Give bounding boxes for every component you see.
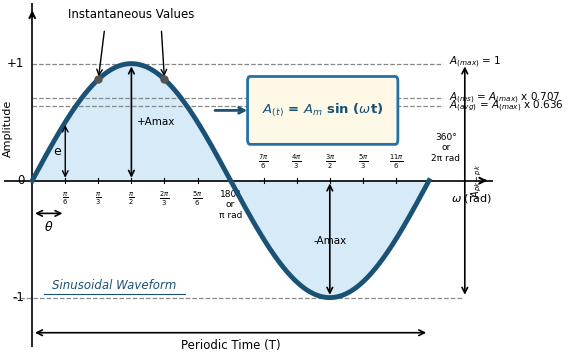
Text: -1: -1 bbox=[13, 291, 25, 304]
Text: +Amax: +Amax bbox=[136, 117, 175, 127]
Text: 360°
or
2π rad: 360° or 2π rad bbox=[431, 133, 460, 163]
Text: $\frac{2\pi}{3}$: $\frac{2\pi}{3}$ bbox=[159, 190, 170, 208]
Text: Instantaneous Values: Instantaneous Values bbox=[68, 8, 195, 21]
Text: $A_{(avg)}$ = $A_{(max)}$ x 0.636: $A_{(avg)}$ = $A_{(max)}$ x 0.636 bbox=[449, 99, 564, 114]
Text: e: e bbox=[53, 145, 61, 158]
Text: $\frac{3\pi}{2}$: $\frac{3\pi}{2}$ bbox=[324, 153, 335, 171]
Text: 0: 0 bbox=[17, 174, 25, 187]
Text: $\frac{5\pi}{6}$: $\frac{5\pi}{6}$ bbox=[192, 190, 203, 208]
Text: 180°
or
π rad: 180° or π rad bbox=[219, 190, 242, 220]
Text: $\frac{\pi}{3}$: $\frac{\pi}{3}$ bbox=[95, 190, 102, 207]
Text: $\frac{7\pi}{6}$: $\frac{7\pi}{6}$ bbox=[259, 153, 269, 171]
FancyBboxPatch shape bbox=[248, 77, 398, 144]
Text: Amplitude: Amplitude bbox=[3, 99, 13, 157]
Text: +1: +1 bbox=[7, 57, 25, 70]
Text: $A_{(t)}$ = $A_m$ sin ($\omega$t): $A_{(t)}$ = $A_m$ sin ($\omega$t) bbox=[262, 102, 383, 119]
Text: $\omega$ (rad): $\omega$ (rad) bbox=[451, 192, 492, 205]
Text: $\frac{4\pi}{3}$: $\frac{4\pi}{3}$ bbox=[291, 153, 302, 171]
Text: $\theta$: $\theta$ bbox=[44, 220, 54, 234]
Text: $A_{(ms)}$ = $A_{(max)}$ x 0.707: $A_{(ms)}$ = $A_{(max)}$ x 0.707 bbox=[449, 90, 561, 106]
Text: -Amax: -Amax bbox=[313, 236, 347, 246]
Text: $\frac{\pi}{6}$: $\frac{\pi}{6}$ bbox=[62, 190, 69, 207]
Text: $\frac{5\pi}{3}$: $\frac{5\pi}{3}$ bbox=[357, 153, 368, 171]
Text: $A_{(max)}$ = 1: $A_{(max)}$ = 1 bbox=[449, 55, 501, 70]
Text: Periodic Time (T): Periodic Time (T) bbox=[181, 339, 280, 352]
Text: Sinusoidal Waveform: Sinusoidal Waveform bbox=[52, 279, 176, 292]
Text: $\frac{\pi}{2}$: $\frac{\pi}{2}$ bbox=[128, 190, 135, 207]
Text: $\frac{11\pi}{6}$: $\frac{11\pi}{6}$ bbox=[388, 153, 403, 171]
Text: $A_{pk - pk}$: $A_{pk - pk}$ bbox=[469, 163, 484, 198]
